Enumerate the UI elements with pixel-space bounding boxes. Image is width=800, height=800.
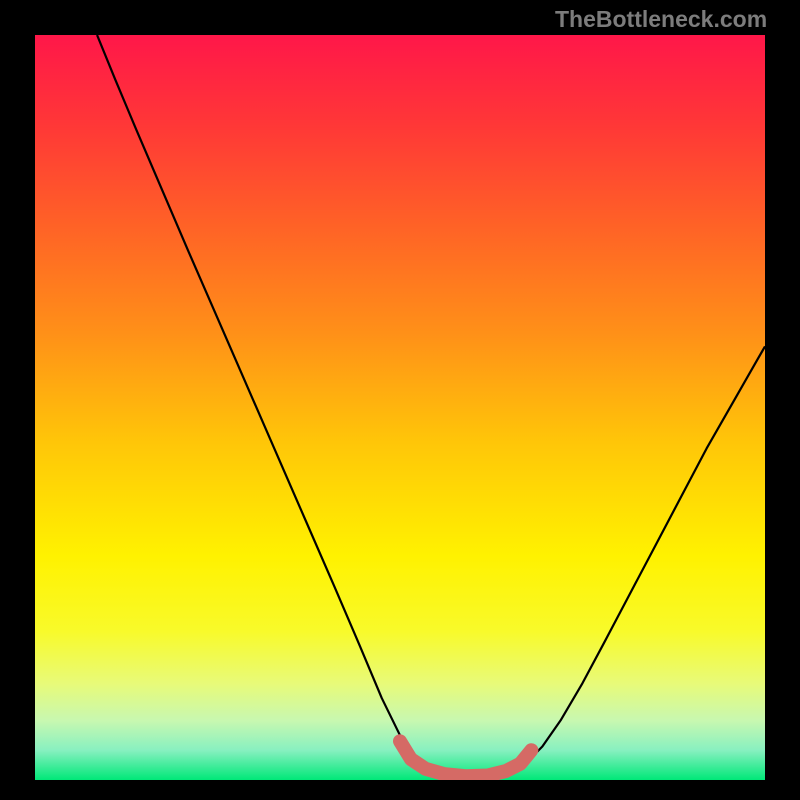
watermark-text: TheBottleneck.com bbox=[555, 6, 767, 33]
plot-area bbox=[35, 35, 765, 780]
plot-svg bbox=[35, 35, 765, 780]
chart-container: TheBottleneck.com bbox=[0, 0, 800, 800]
